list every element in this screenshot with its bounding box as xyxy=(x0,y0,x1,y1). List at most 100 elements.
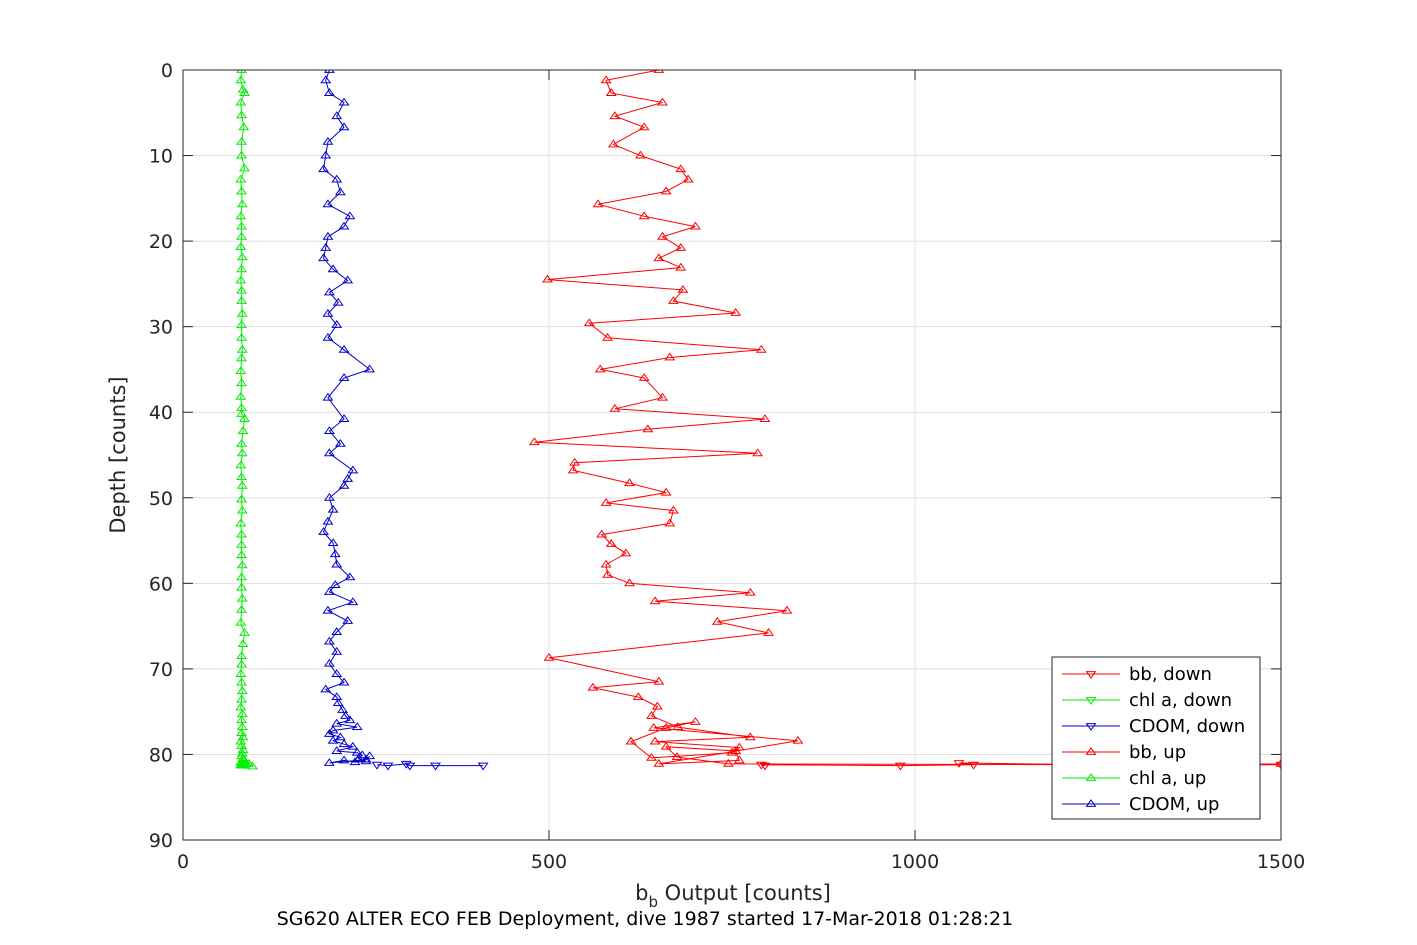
data-point xyxy=(235,174,247,183)
data-point xyxy=(624,578,635,587)
data-point xyxy=(781,605,793,614)
data-point xyxy=(642,424,654,433)
data-point xyxy=(329,549,341,558)
data-point xyxy=(344,572,356,581)
legend-item: CDOM, up xyxy=(1062,794,1219,815)
data-point xyxy=(660,186,672,195)
data-point xyxy=(323,636,335,645)
data-point xyxy=(625,736,637,745)
data-point xyxy=(364,364,376,373)
data-point xyxy=(722,758,734,767)
data-point xyxy=(953,760,965,768)
data-point xyxy=(322,308,334,317)
x-axis-label: bb Output [counts] xyxy=(635,881,831,911)
y-axis-label: Depth [counts] xyxy=(106,376,130,533)
data-point xyxy=(638,211,650,220)
data-point xyxy=(371,761,383,770)
data-point xyxy=(236,494,248,503)
data-point xyxy=(237,426,249,434)
data-point xyxy=(340,711,351,719)
data-point xyxy=(675,262,687,271)
data-point xyxy=(660,741,672,750)
data-point xyxy=(338,122,350,131)
data-point xyxy=(671,752,683,760)
data-point xyxy=(236,308,248,317)
data-point xyxy=(320,243,332,251)
legend-label: bb, up xyxy=(1129,742,1186,763)
data-point xyxy=(648,722,660,731)
data-point xyxy=(543,652,555,661)
data-point xyxy=(653,70,665,73)
legend-label: chl a, down xyxy=(1129,690,1232,711)
data-point xyxy=(236,448,248,457)
data-point xyxy=(327,735,339,744)
data-point xyxy=(660,722,672,731)
data-point xyxy=(237,745,249,754)
data-point xyxy=(322,199,334,208)
x-tick-label: 500 xyxy=(531,851,567,873)
data-point xyxy=(624,478,635,487)
data-point xyxy=(1275,758,1281,767)
data-point xyxy=(323,586,335,595)
data-point xyxy=(682,174,694,183)
data-point xyxy=(236,715,248,724)
data-point xyxy=(338,480,350,489)
data-point xyxy=(689,221,701,230)
data-point xyxy=(236,221,248,230)
data-point xyxy=(237,639,249,648)
data-point xyxy=(235,617,247,626)
x-tick-label: 1000 xyxy=(891,851,939,873)
data-point xyxy=(730,746,742,754)
data-point xyxy=(236,264,248,273)
data-point xyxy=(235,518,247,527)
data-point xyxy=(237,84,249,93)
data-point xyxy=(744,587,756,596)
data-point xyxy=(236,150,248,159)
data-point xyxy=(338,739,350,748)
data-point xyxy=(602,332,614,341)
data-point xyxy=(327,504,339,513)
data-point xyxy=(323,448,335,457)
legend-box xyxy=(1051,656,1261,820)
data-point xyxy=(235,275,247,284)
series-cdom-down xyxy=(371,760,489,771)
data-point xyxy=(657,392,668,401)
data-point xyxy=(331,174,343,183)
data-point xyxy=(356,750,368,759)
data-point xyxy=(236,572,248,581)
data-point xyxy=(600,75,612,84)
y-axis: 0 10 20 30 40 50 60 70 80 90 xyxy=(149,60,1281,852)
data-point xyxy=(605,88,617,97)
data-point xyxy=(239,163,250,172)
data-point xyxy=(364,751,376,760)
data-point xyxy=(236,231,248,240)
data-point xyxy=(733,742,745,751)
data-point xyxy=(236,659,248,668)
data-point xyxy=(602,569,614,578)
data-point xyxy=(347,597,359,606)
series-cdom-up xyxy=(318,70,376,766)
data-point xyxy=(351,722,363,730)
legend-swatch-marker xyxy=(1085,799,1097,807)
data-point xyxy=(318,527,329,535)
legend-swatch-marker xyxy=(1085,723,1097,731)
data-point xyxy=(323,758,335,766)
data-point xyxy=(657,97,668,106)
data-point xyxy=(338,221,350,230)
data-point xyxy=(235,736,247,745)
series-line xyxy=(534,70,1281,766)
data-point xyxy=(236,686,248,695)
data-point xyxy=(755,761,767,770)
data-point xyxy=(638,373,650,381)
data-point xyxy=(332,698,344,707)
data-point xyxy=(236,539,248,548)
data-point xyxy=(542,274,553,283)
data-point xyxy=(344,715,356,724)
y-tick-label: 10 xyxy=(149,146,173,168)
data-point xyxy=(237,732,249,741)
data-point xyxy=(331,111,343,120)
y-tick-label: 60 xyxy=(149,573,173,595)
data-point xyxy=(528,437,540,446)
data-point xyxy=(236,70,248,73)
data-point xyxy=(322,605,334,614)
